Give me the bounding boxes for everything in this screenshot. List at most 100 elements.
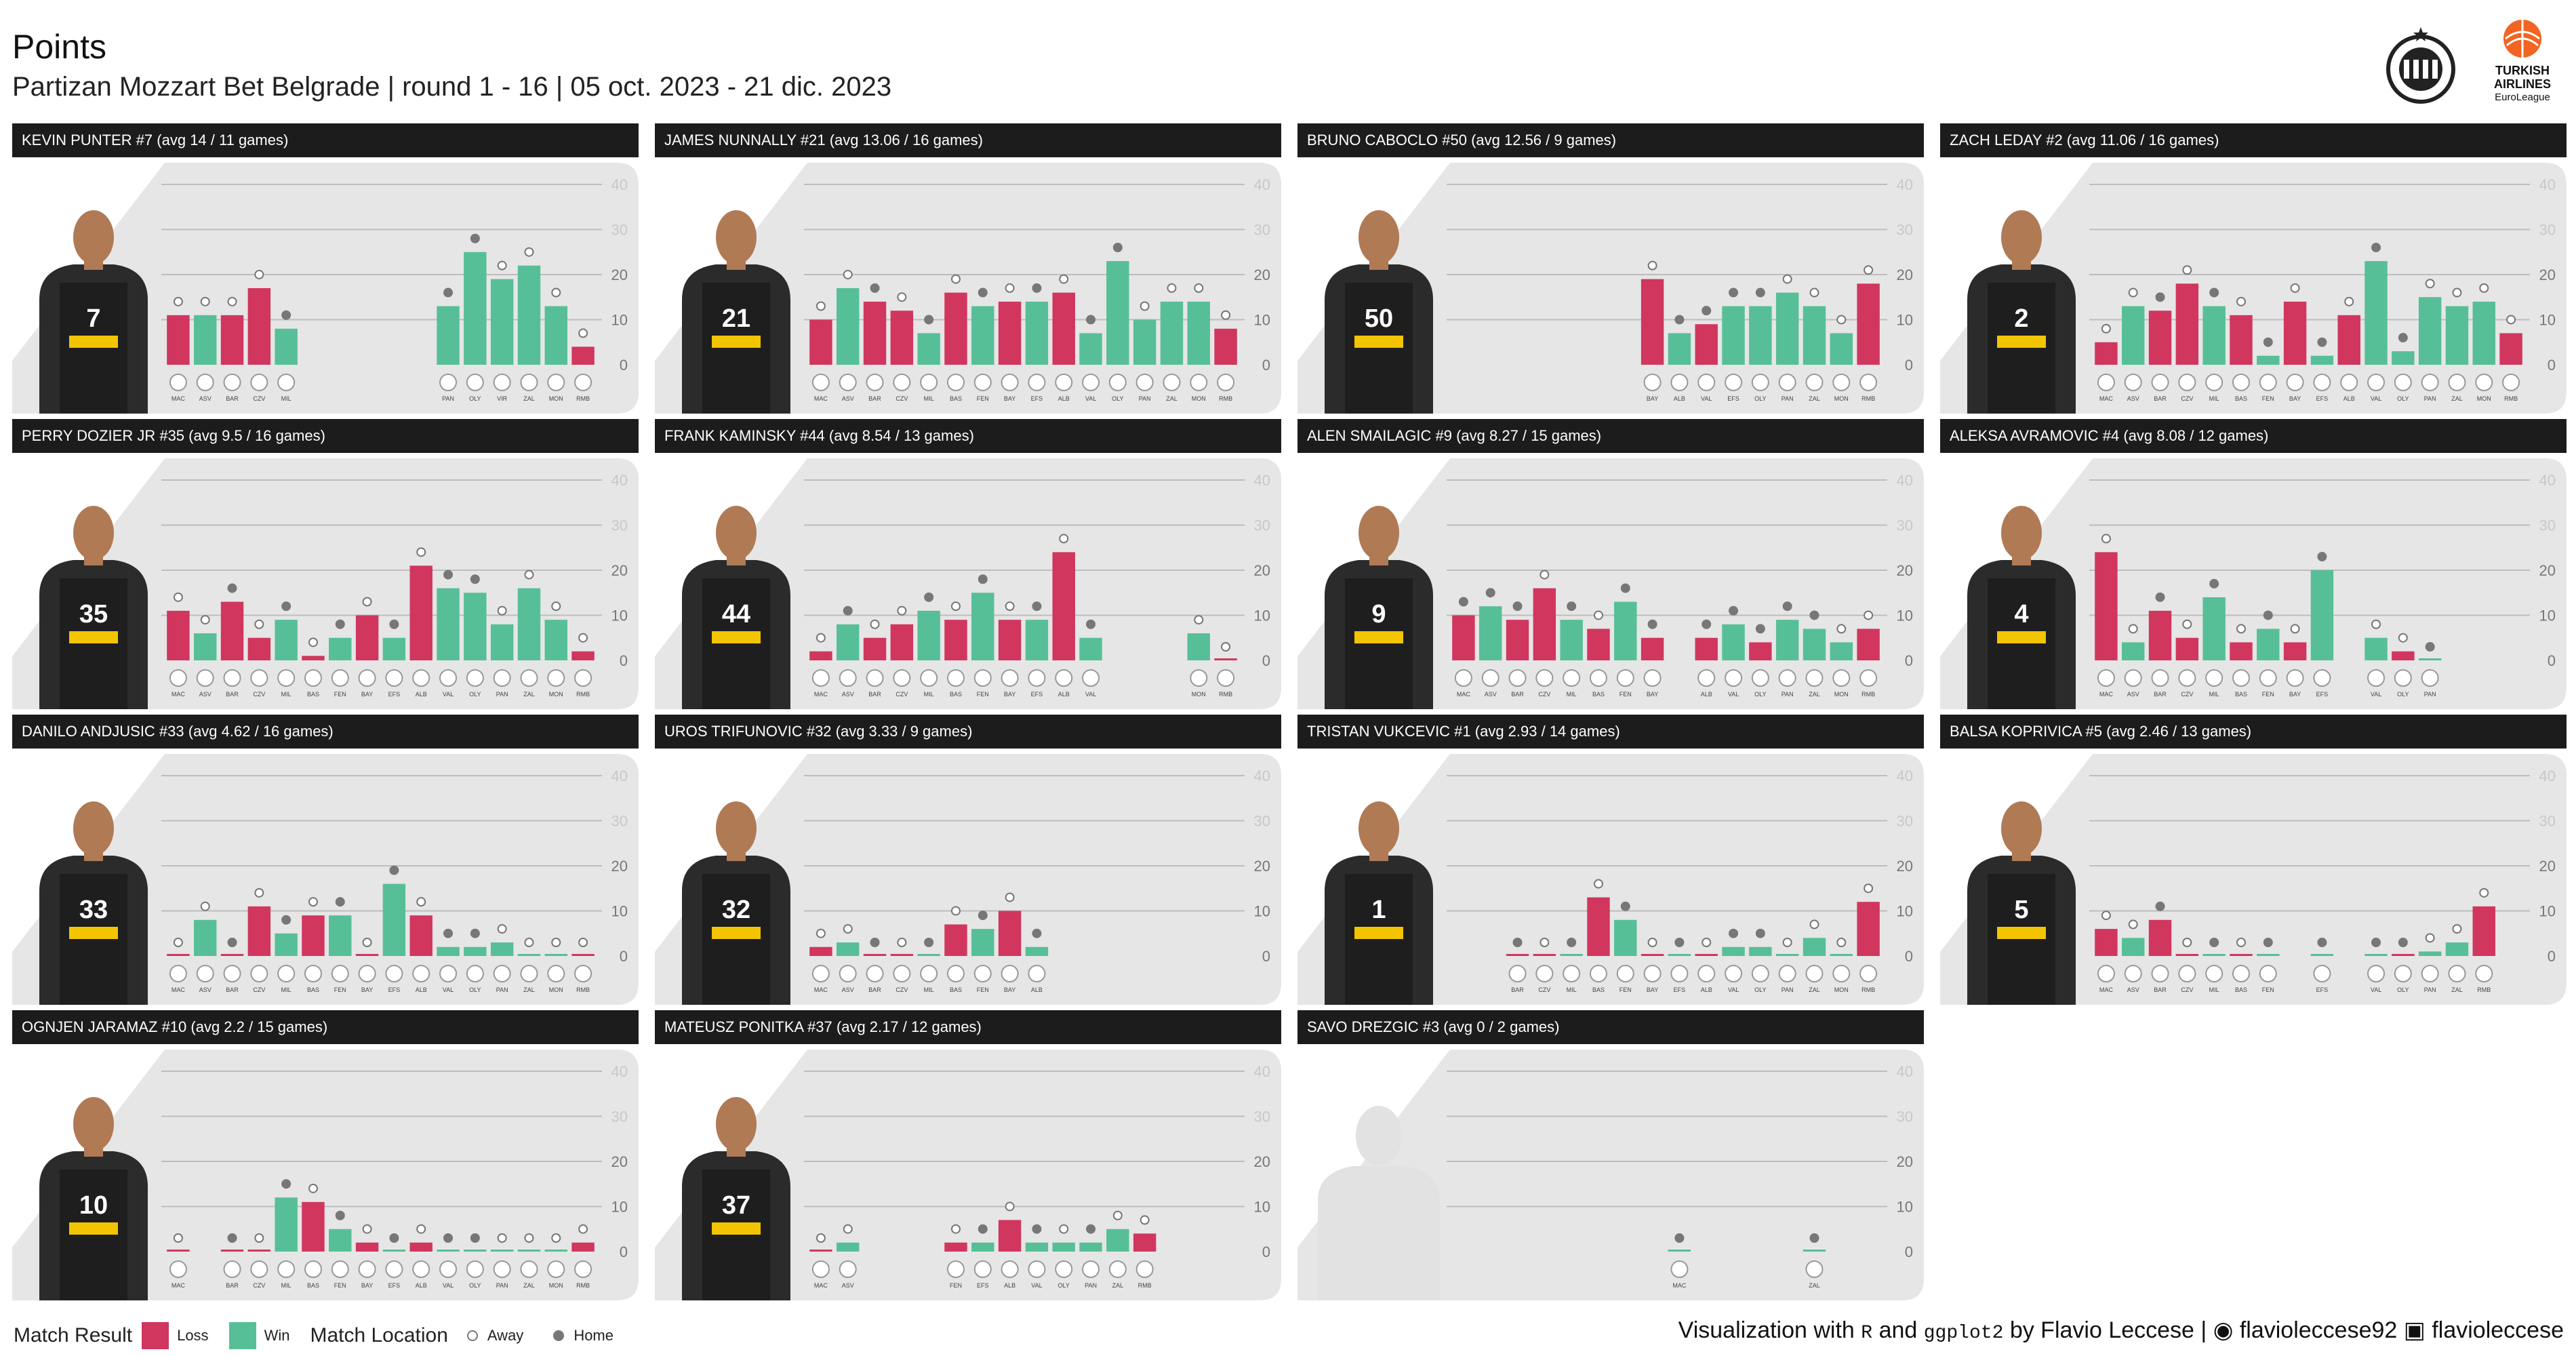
bar	[2392, 351, 2415, 365]
opponent-badge: ASV	[2124, 374, 2142, 402]
opponent-label: BAS	[1592, 986, 1605, 993]
location-dot	[1140, 301, 1150, 311]
credit-linkedin[interactable]: flavioleccese	[2432, 1317, 2564, 1343]
y-tick-label: 0	[620, 948, 628, 965]
opponent-badge: MIL	[920, 965, 938, 993]
opponent-badge: PAN	[493, 965, 511, 993]
location-dot	[1112, 243, 1123, 253]
opponent-badge: BAR	[866, 965, 884, 993]
opponent-label: OLY	[469, 691, 481, 698]
jersey-number: 7	[86, 304, 100, 333]
location-dot	[2479, 888, 2489, 898]
bar	[971, 929, 994, 956]
opponent-badge: MON	[1190, 669, 1208, 698]
location-dot	[2398, 938, 2408, 947]
player-panel-title: PERRY DOZIER JR #35 (avg 9.5 / 16 games)	[12, 419, 639, 453]
bar	[863, 637, 887, 660]
opponent-badge: BAY	[1643, 374, 1662, 402]
euroleague-logo-icon: TURKISH AIRLINES EuroLeague	[2494, 20, 2551, 103]
opponent-label: FEN	[1619, 691, 1632, 698]
jersey-number: 10	[79, 1191, 108, 1220]
opponent-label: RMB	[576, 395, 590, 402]
location-dot	[2128, 919, 2138, 930]
location-dot	[470, 1233, 480, 1243]
location-dot	[870, 619, 880, 629]
y-tick-label: 10	[611, 903, 628, 920]
location-dot	[2344, 296, 2354, 306]
y-tick-label: 10	[611, 607, 628, 624]
opponent-label: EFS	[388, 986, 401, 993]
opponent-badge: BAR	[223, 669, 241, 698]
location-dot	[2479, 283, 2489, 293]
opponent-badge: FEN	[1616, 669, 1634, 698]
opponent-label: CZV	[253, 395, 265, 402]
opponent-label: MIL	[924, 691, 934, 698]
location-dot	[227, 583, 237, 593]
bar	[1722, 624, 1745, 660]
location-dot	[1647, 938, 1657, 947]
opponent-badge: FEN	[973, 669, 992, 698]
opponent-label: VAL	[2371, 986, 2381, 993]
opponent-badge: MON	[1832, 669, 1851, 698]
bar	[1749, 306, 1772, 365]
opponent-label: EFS	[2316, 986, 2329, 993]
location-dot	[2209, 287, 2219, 298]
plot-background	[1297, 754, 1924, 1005]
bar	[1857, 283, 1880, 365]
location-dot	[1194, 283, 1204, 293]
bar	[464, 1250, 487, 1252]
opponent-badge: ALB	[412, 965, 430, 993]
y-tick-label: 0	[2548, 357, 2556, 374]
credit-github[interactable]: flavioleccese92	[2239, 1317, 2398, 1343]
location-dot	[897, 605, 907, 616]
opponent-label: ASV	[842, 691, 854, 698]
player-panel: DANILO ANDJUSIC #33 (avg 4.62 / 16 games…	[12, 715, 639, 1005]
opponent-badge: BAS	[946, 374, 965, 402]
player-chart: 0 10 20 30 40 21 MAC ASV BAR CZV MIL BAS FEN BAY EFS AL…	[655, 163, 1281, 414]
player-panel-title: SAVO DREZGIC #3 (avg 0 / 2 games)	[1297, 1010, 1924, 1044]
svg-text:TURKISH: TURKISH	[2495, 64, 2550, 77]
opponent-label: OLY	[1058, 1282, 1070, 1289]
bar	[409, 1242, 432, 1252]
bar	[2202, 306, 2226, 365]
opponent-label: OLY	[1112, 395, 1123, 402]
opponent-label: BAY	[1004, 691, 1015, 698]
opponent-label: ZAL	[1809, 691, 1820, 698]
opponent-badge: BAR	[223, 374, 241, 402]
location-dot	[1836, 938, 1847, 947]
credit-ggplot2: ggplot2	[1923, 1323, 2004, 1344]
opponent-badge: MAC	[2097, 669, 2115, 698]
opponent-badge: RMB	[1217, 374, 1235, 402]
opponent-badge: MIL	[920, 374, 938, 402]
opponent-badge: ASV	[839, 1260, 857, 1289]
player-chart: 0 10 20 30 40 50 BAY ALB VAL EFS OLY PAN ZAL MON RMB	[1297, 163, 1924, 414]
opponent-badge: ASV	[839, 374, 857, 402]
opponent-badge: OLY	[466, 374, 484, 402]
opponent-label: ASV	[1485, 691, 1497, 698]
bar	[1695, 954, 1718, 956]
y-tick-label: 30	[1254, 517, 1270, 534]
opponent-label: MAC	[172, 395, 186, 402]
opponent-label: MON	[1834, 986, 1849, 993]
location-dot	[470, 233, 480, 243]
location-dot	[443, 928, 454, 938]
player-panel-title: JAMES NUNNALLY #21 (avg 13.06 / 16 games…	[655, 123, 1281, 157]
bar	[2445, 306, 2469, 365]
bar	[220, 315, 244, 365]
player-panel-title: KEVIN PUNTER #7 (avg 14 / 11 games)	[12, 123, 639, 157]
opponent-label: CZV	[895, 986, 908, 993]
y-tick-label: 30	[2539, 813, 2556, 830]
opponent-label: BAY	[361, 1282, 373, 1289]
bar	[2364, 637, 2388, 660]
opponent-badge: EFS	[385, 669, 403, 698]
location-dot	[2182, 265, 2192, 275]
bar	[2148, 311, 2172, 365]
opponent-badge: PAN	[493, 669, 511, 698]
bar	[1506, 954, 1529, 956]
location-dot	[2317, 938, 2327, 947]
player-photo: 35	[39, 506, 148, 709]
y-tick-label: 20	[1897, 1153, 1913, 1170]
y-tick-label: 30	[2539, 517, 2556, 534]
opponent-label: BAY	[2289, 691, 2301, 698]
opponent-label: PAN	[496, 986, 508, 993]
